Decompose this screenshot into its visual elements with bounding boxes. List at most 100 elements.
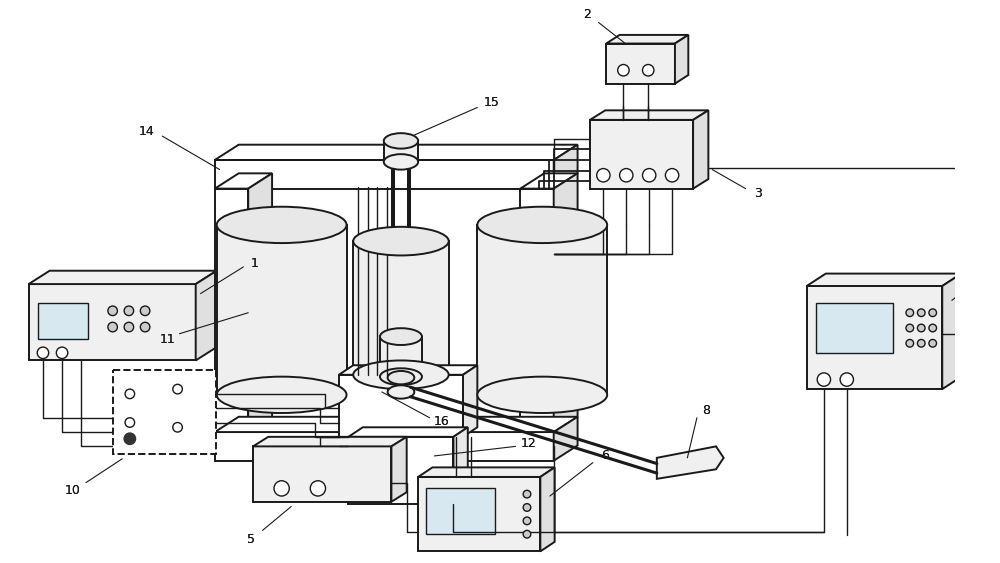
Circle shape <box>642 168 656 182</box>
Text: 11: 11 <box>159 333 175 346</box>
Ellipse shape <box>477 377 607 413</box>
Circle shape <box>642 65 654 76</box>
Bar <box>380 337 422 377</box>
Circle shape <box>906 339 914 347</box>
Circle shape <box>523 490 531 498</box>
Circle shape <box>37 347 49 359</box>
Bar <box>253 446 391 502</box>
Circle shape <box>108 306 117 316</box>
Polygon shape <box>520 173 578 189</box>
Bar <box>215 189 248 432</box>
Circle shape <box>125 418 135 427</box>
Polygon shape <box>215 173 272 189</box>
Circle shape <box>274 481 289 496</box>
Circle shape <box>173 422 182 432</box>
Circle shape <box>124 306 134 316</box>
Circle shape <box>917 324 925 332</box>
Circle shape <box>620 168 633 182</box>
Circle shape <box>173 385 182 394</box>
Text: 10: 10 <box>65 484 80 497</box>
Polygon shape <box>554 173 578 432</box>
Ellipse shape <box>380 368 422 385</box>
Text: 10: 10 <box>65 484 80 497</box>
Polygon shape <box>463 365 477 437</box>
Circle shape <box>906 324 914 332</box>
Text: 6: 6 <box>601 449 609 462</box>
Circle shape <box>523 517 531 525</box>
Polygon shape <box>590 110 708 120</box>
Bar <box>606 43 675 84</box>
Circle shape <box>597 168 610 182</box>
Bar <box>477 225 607 395</box>
Text: 15: 15 <box>484 96 500 109</box>
Bar <box>353 241 449 375</box>
Text: 5: 5 <box>247 533 255 547</box>
Polygon shape <box>693 110 708 189</box>
Polygon shape <box>554 145 578 189</box>
Ellipse shape <box>380 328 422 345</box>
Bar <box>217 225 347 395</box>
Polygon shape <box>29 271 217 284</box>
Text: 16: 16 <box>433 415 449 428</box>
Circle shape <box>124 433 136 444</box>
Ellipse shape <box>217 207 347 243</box>
Bar <box>807 286 942 389</box>
Text: 12: 12 <box>521 437 537 450</box>
Polygon shape <box>657 446 724 479</box>
Ellipse shape <box>384 154 418 169</box>
Bar <box>426 488 495 534</box>
Circle shape <box>56 347 68 359</box>
Polygon shape <box>418 467 555 477</box>
Ellipse shape <box>217 377 347 413</box>
Bar <box>215 432 554 461</box>
Text: 12: 12 <box>521 437 537 450</box>
Polygon shape <box>253 437 407 446</box>
Text: 14: 14 <box>138 125 154 138</box>
Bar <box>113 370 216 454</box>
Bar <box>418 477 540 551</box>
Bar <box>384 141 418 162</box>
Polygon shape <box>215 145 578 160</box>
Circle shape <box>817 373 831 386</box>
Circle shape <box>929 324 937 332</box>
Polygon shape <box>675 35 688 84</box>
Ellipse shape <box>353 227 449 256</box>
Ellipse shape <box>384 133 418 149</box>
Circle shape <box>929 339 937 347</box>
Text: 15: 15 <box>484 96 500 109</box>
Text: 11: 11 <box>159 333 175 346</box>
Polygon shape <box>807 274 961 286</box>
Polygon shape <box>196 271 217 360</box>
Circle shape <box>124 322 134 332</box>
Bar <box>520 189 554 432</box>
Polygon shape <box>540 467 555 551</box>
Polygon shape <box>248 173 272 432</box>
Bar <box>816 303 893 353</box>
Text: 1: 1 <box>251 257 259 270</box>
Circle shape <box>665 168 679 182</box>
Circle shape <box>523 504 531 511</box>
Text: 2: 2 <box>583 8 591 21</box>
Circle shape <box>906 309 914 316</box>
Text: 3: 3 <box>754 187 762 200</box>
Bar <box>590 120 693 189</box>
Circle shape <box>917 339 925 347</box>
Circle shape <box>840 373 853 386</box>
Bar <box>38 303 88 339</box>
Text: 1: 1 <box>251 257 259 270</box>
Polygon shape <box>554 417 578 461</box>
Ellipse shape <box>477 207 607 243</box>
Bar <box>339 375 463 437</box>
Circle shape <box>125 389 135 399</box>
Text: 8: 8 <box>702 404 710 417</box>
Bar <box>29 284 196 360</box>
Ellipse shape <box>353 360 449 389</box>
Ellipse shape <box>388 371 414 385</box>
Polygon shape <box>348 427 468 437</box>
Text: 6: 6 <box>601 449 609 462</box>
Circle shape <box>108 322 117 332</box>
Text: 14: 14 <box>138 125 154 138</box>
Circle shape <box>917 309 925 316</box>
Circle shape <box>140 306 150 316</box>
Text: 16: 16 <box>433 415 449 428</box>
